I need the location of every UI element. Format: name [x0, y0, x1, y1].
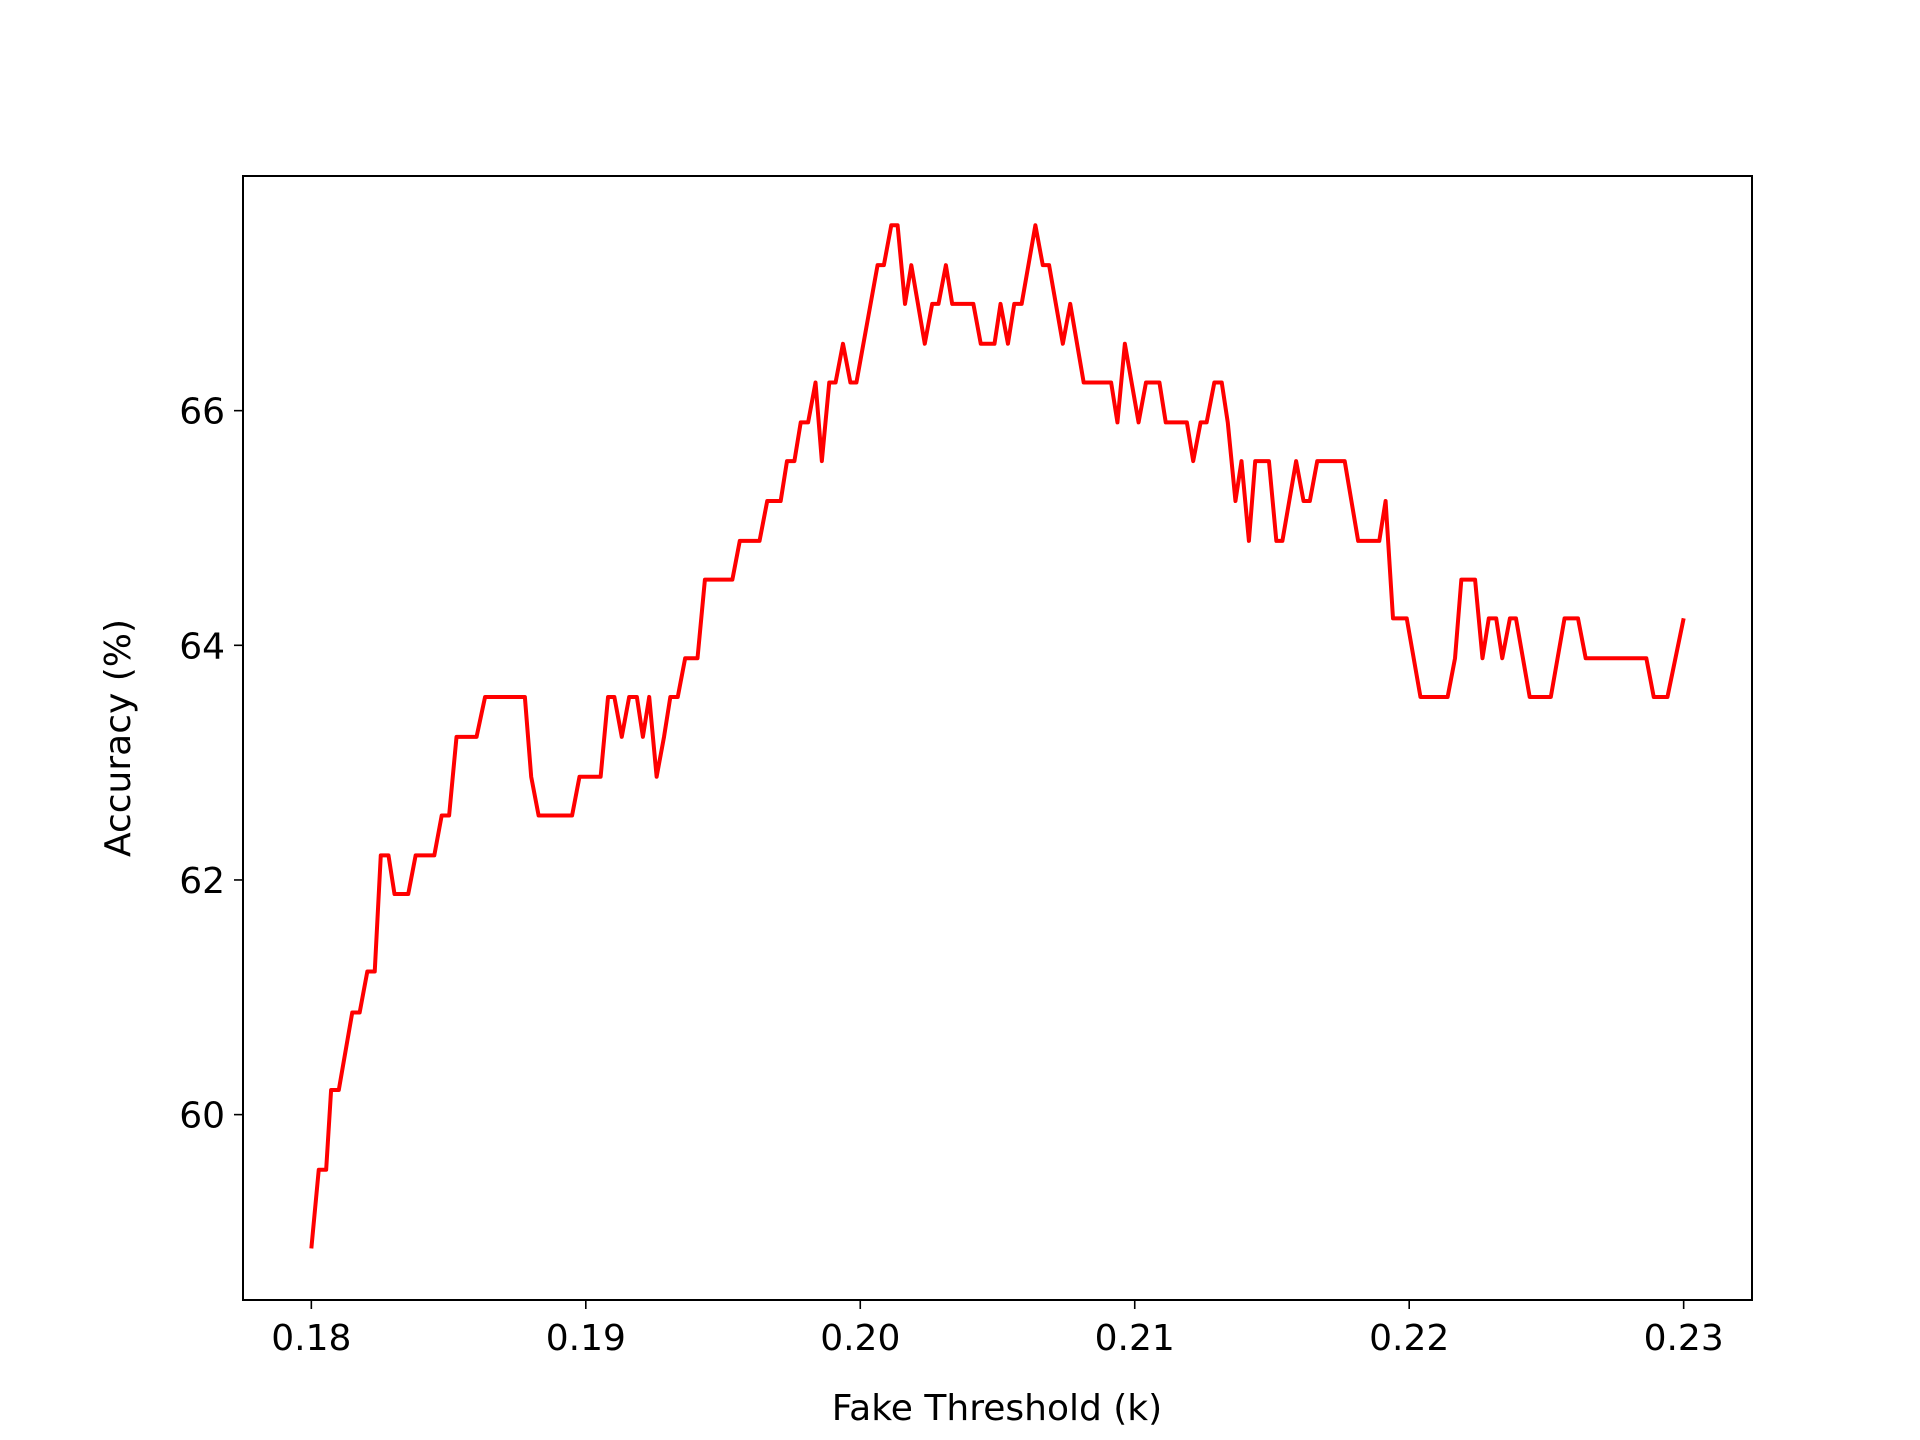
- x-axis-label: Fake Threshold (k): [832, 1388, 1162, 1429]
- x-tick-label: 0.21: [1095, 1318, 1175, 1359]
- x-tick-label: 0.22: [1369, 1318, 1449, 1359]
- y-tick-label: 64: [179, 626, 225, 667]
- data-line: [309, 223, 1686, 1249]
- axes-frame: [242, 175, 1753, 1301]
- x-tick-label: 0.20: [820, 1318, 900, 1359]
- y-tick-label: 62: [179, 861, 225, 902]
- x-tick-label: 0.23: [1644, 1318, 1724, 1359]
- y-tick-label: 60: [179, 1096, 225, 1137]
- x-tick-label: 0.18: [271, 1318, 351, 1359]
- x-tick-label: 0.19: [546, 1318, 626, 1359]
- y-tick-label: 66: [179, 392, 225, 433]
- y-axis-label: Accuracy (%): [98, 619, 139, 857]
